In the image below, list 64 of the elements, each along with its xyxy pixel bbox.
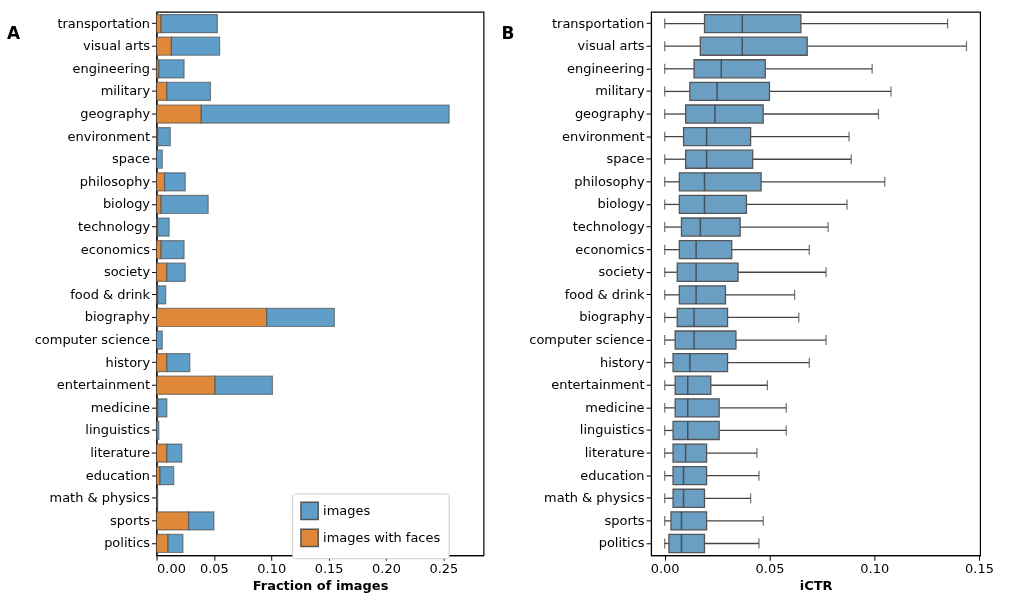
x-tick-label: 0.05 <box>755 560 785 576</box>
y-tick-label: society <box>103 264 151 280</box>
y-tick-label: literature <box>90 445 151 461</box>
y-tick-label: military <box>100 83 151 99</box>
y-tick-label: medicine <box>585 399 645 415</box>
y-tick-label: education <box>85 467 151 483</box>
y-tick-label: medicine <box>90 399 151 415</box>
y-tick-label: transportation <box>551 15 645 31</box>
y-tick-label: philosophy <box>574 173 645 189</box>
text: B <box>501 22 515 43</box>
y-tick-label: politics <box>104 535 151 551</box>
y-tick-label: economics <box>80 241 151 257</box>
y-tick-label: entertainment <box>551 377 645 393</box>
y-tick-label: food & drink <box>70 286 151 302</box>
y-tick-label: society <box>598 264 645 280</box>
y-tick-label: technology <box>572 219 645 235</box>
y-tick-label: biography <box>579 309 645 325</box>
x-axis-title: iCTR <box>799 577 833 593</box>
legend-label: images <box>323 502 371 518</box>
y-tick-label: sports <box>109 512 151 528</box>
x-tick-label: 0.25 <box>429 560 459 576</box>
y-tick-label: engineering <box>72 60 151 76</box>
y-tick-label: biology <box>597 196 645 212</box>
x-tick-label: 0.10 <box>257 560 287 576</box>
x-axis-title: Fraction of images <box>252 577 389 593</box>
x-tick-label: 0.10 <box>860 560 890 576</box>
text: A <box>6 22 21 43</box>
y-tick-label: biology <box>102 196 151 212</box>
y-tick-label: math & physics <box>49 490 151 506</box>
y-tick-label: food & drink <box>564 286 646 302</box>
y-tick-label: space <box>112 151 151 167</box>
y-tick-label: environment <box>67 128 151 144</box>
x-tick-label: 0.05 <box>199 560 229 576</box>
x-tick-label: 0.15 <box>965 560 994 576</box>
y-tick-label: computer science <box>529 332 645 348</box>
y-tick-label: history <box>105 354 151 370</box>
y-tick-label: technology <box>78 219 151 235</box>
y-tick-label: computer science <box>34 332 151 348</box>
y-tick-label: economics <box>575 241 645 257</box>
y-tick-label: geography <box>80 106 151 122</box>
legend-label: images with faces <box>323 529 441 545</box>
x-tick-label: 0.15 <box>314 560 344 576</box>
y-tick-label: linguistics <box>579 422 645 438</box>
y-tick-label: philosophy <box>79 173 151 189</box>
y-tick-label: engineering <box>567 60 645 76</box>
y-tick-label: space <box>606 151 645 167</box>
y-tick-label: geography <box>574 106 645 122</box>
y-tick-label: visual arts <box>83 38 151 54</box>
y-tick-label: entertainment <box>56 377 151 393</box>
y-tick-label: literature <box>584 445 645 461</box>
y-tick-label: politics <box>598 535 645 551</box>
y-tick-label: history <box>600 354 645 370</box>
y-tick-label: environment <box>562 128 645 144</box>
y-tick-label: military <box>595 83 645 99</box>
y-tick-label: biography <box>84 309 151 325</box>
x-tick-label: 0.00 <box>650 560 680 576</box>
x-tick-label: 0.20 <box>372 560 401 576</box>
y-tick-label: sports <box>604 512 645 528</box>
x-tick-label: 0.00 <box>157 560 186 576</box>
y-tick-label: education <box>580 467 645 483</box>
y-tick-label: transportation <box>57 15 151 31</box>
y-tick-label: visual arts <box>577 38 645 54</box>
y-tick-label: math & physics <box>544 490 645 506</box>
y-tick-label: linguistics <box>85 422 151 438</box>
